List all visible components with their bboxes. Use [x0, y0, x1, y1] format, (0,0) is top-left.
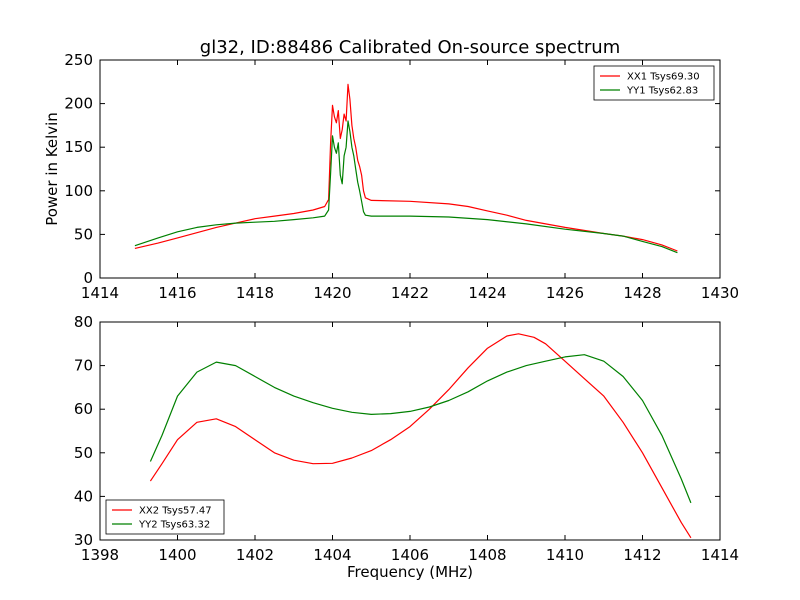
legend-entry-1: XX1 Tsys69.30 — [627, 72, 700, 83]
x-tick-label: 1416 — [158, 284, 196, 302]
x-tick-label: 1398 — [81, 546, 119, 564]
legend-entry-1: XX2 Tsys57.47 — [139, 506, 212, 517]
x-tick-label: 1426 — [546, 284, 584, 302]
series-line-1 — [149, 333, 692, 539]
x-tick-label: 1420 — [313, 284, 351, 302]
y-tick-label: 40 — [74, 487, 93, 505]
x-tick-label: 1412 — [623, 546, 661, 564]
legend-entry-2: YY1 Tsys62.83 — [626, 86, 698, 97]
y-tick-label: 30 — [74, 531, 93, 549]
x-tick-label: 1408 — [468, 546, 506, 564]
figure-title: gl32, ID:88486 Calibrated On-source spec… — [200, 37, 620, 58]
x-tick-label: 1402 — [236, 546, 274, 564]
x-tick-label: 1404 — [313, 546, 351, 564]
x-tick-label: 1422 — [391, 284, 429, 302]
x-axis-label: Frequency (MHz) — [347, 563, 473, 581]
y-tick-label: 250 — [64, 51, 93, 69]
legend: XX2 Tsys57.47 YY2 Tsys63.32 — [105, 499, 225, 535]
y-tick-label: 50 — [74, 444, 93, 462]
x-tick-label: 1414 — [81, 284, 119, 302]
y-tick-label: 80 — [74, 313, 93, 331]
y-tick-label: 70 — [74, 357, 93, 375]
bottom-plot: 1398 1400 1402 1404 1406 1408 1410 1412 1414 30 40… — [74, 313, 739, 581]
y-tick-label: 200 — [64, 95, 93, 113]
x-tick-label: 1400 — [158, 546, 196, 564]
x-tick-label: 1410 — [546, 546, 584, 564]
series-line-2 — [149, 354, 692, 504]
y-axis-label: Power in Kelvin — [43, 112, 61, 226]
y-tick-label: 50 — [74, 225, 93, 243]
series-line-1 — [134, 83, 678, 252]
legend-box — [593, 65, 715, 101]
x-tick-label: 1430 — [701, 284, 739, 302]
x-tick-label: 1428 — [623, 284, 661, 302]
y-tick-label: 150 — [64, 138, 93, 156]
x-tick-label: 1424 — [468, 284, 506, 302]
legend-entry-2: YY2 Tsys63.32 — [138, 520, 210, 531]
top-plot: 1414 1416 1418 1420 1422 1424 1426 1428 1430 0 50 1… — [43, 51, 739, 302]
x-tick-label: 1414 — [701, 546, 739, 564]
y-tick-label: 100 — [64, 182, 93, 200]
series-line-2 — [134, 120, 678, 254]
legend-box — [105, 499, 225, 535]
legend: XX1 Tsys69.30 YY1 Tsys62.83 — [593, 65, 715, 101]
x-tick-label: 1406 — [391, 546, 429, 564]
x-tick-label: 1418 — [236, 284, 274, 302]
y-tick-label: 60 — [74, 400, 93, 418]
y-tick-label: 0 — [83, 269, 93, 287]
